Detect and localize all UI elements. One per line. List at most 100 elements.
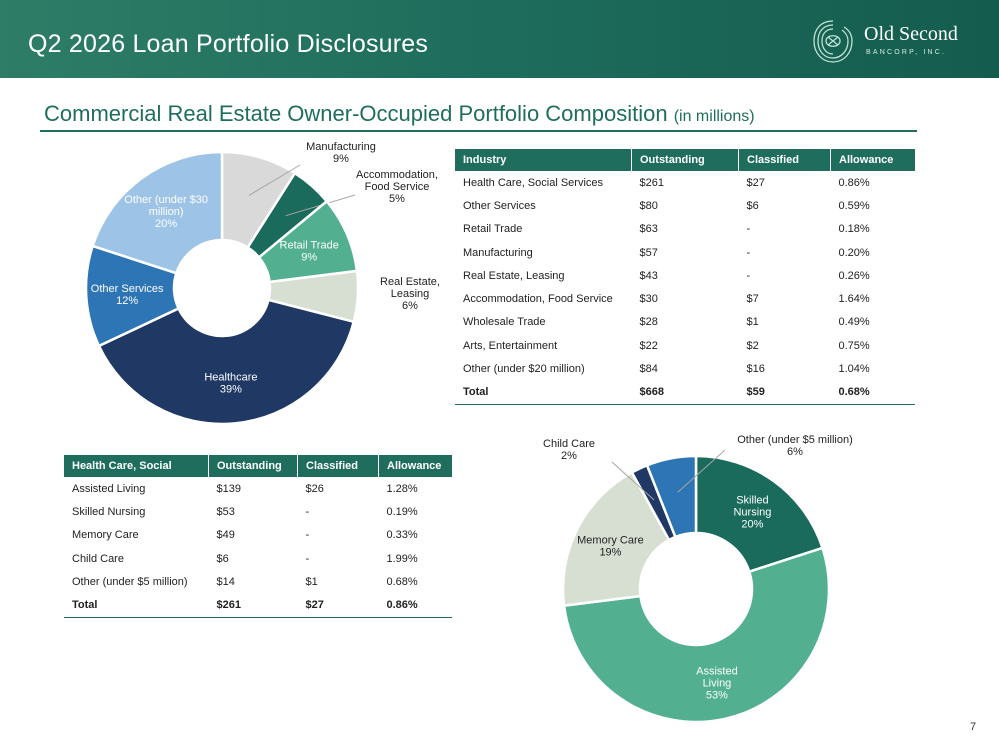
table-cell: - (746, 246, 751, 259)
total-row: Total $668 $59 0.68% (455, 380, 915, 405)
column-header: Classified (297, 455, 379, 477)
leader-line-manufacturing (248, 164, 301, 196)
table-cell: Other (under $5 million) (72, 575, 188, 588)
total-cell: $261 (208, 593, 298, 618)
page-title: Q2 2026 Loan Portfolio Disclosures (28, 30, 429, 58)
table-cell: 1.04% (838, 363, 870, 376)
section-title: Commercial Real Estate Owner-Occupied Po… (44, 101, 755, 127)
table-cell: $28 (639, 316, 658, 329)
table-cell: - (305, 529, 310, 542)
table-header-row: Health Care, Social Outstanding Classifi… (64, 455, 452, 477)
column-header: Outstanding (631, 149, 739, 171)
health-care-table: Health Care, Social Outstanding Classifi… (64, 455, 452, 618)
total-cell: Total (64, 593, 209, 618)
table-cell: $16 (746, 363, 765, 376)
table-row: Assisted Living $139 $26 1.28% (64, 477, 452, 500)
table-cell: 0.20% (838, 246, 870, 259)
slice-memory-care (561, 470, 671, 608)
table-cell: Real Estate, Leasing (463, 269, 565, 282)
slice-label-other-under-5-million: Other (under $5 million) 6% (737, 434, 853, 458)
column-header: Outstanding (208, 455, 298, 477)
slice-label-real-estate-leasing: Real Estate, Leasing 6% (380, 276, 440, 312)
table-cell: Child Care (72, 552, 124, 565)
table-row: Other (under $5 million) $14 $1 0.68% (64, 570, 452, 593)
slice-label-retail-trade: Retail Trade 9% (280, 239, 339, 263)
section-title-text: Commercial Real Estate Owner-Occupied Po… (44, 101, 668, 126)
slice-label-healthcare: Healthcare 39% (204, 372, 257, 396)
table-cell: Accommodation, Food Service (463, 293, 613, 306)
page-number: 7 (970, 721, 977, 733)
table-cell: 0.75% (838, 339, 870, 352)
table-cell: 0.68% (386, 575, 418, 588)
total-cell: Total (455, 380, 632, 405)
total-cell: 0.68% (830, 380, 915, 405)
section-divider (40, 130, 917, 132)
column-header: Industry (455, 149, 632, 171)
table-cell: 0.19% (386, 505, 418, 518)
table-row: Accommodation, Food Service $30 $7 1.64% (455, 287, 915, 310)
total-row: Total $261 $27 0.86% (64, 593, 452, 618)
table-cell: - (746, 269, 751, 282)
total-cell: $27 (297, 593, 379, 618)
table-cell: $27 (746, 176, 765, 189)
table-cell: $6 (746, 199, 759, 212)
table-cell: 0.26% (838, 269, 870, 282)
slice-label-memory-care: Memory Care 19% (577, 534, 644, 558)
header-banner: Q2 2026 Loan Portfolio Disclosures Old S… (0, 0, 999, 78)
slice-label-other-under-30-million: Other (under $30 million) 20% (124, 194, 208, 230)
table-cell: 0.33% (386, 529, 418, 542)
column-header: Classified (738, 149, 831, 171)
table-cell: $30 (639, 293, 658, 306)
table-cell: 0.86% (838, 176, 870, 189)
table-cell: 1.99% (386, 552, 418, 565)
table-cell: Other (under $20 million) (463, 363, 585, 376)
table-cell: $261 (639, 176, 664, 189)
table-cell: $49 (216, 529, 235, 542)
slice-label-accommodation-food-service: Accommodation, Food Service 5% (356, 169, 438, 205)
table-row: Manufacturing $57 - 0.20% (455, 241, 915, 264)
table-cell: $2 (746, 339, 759, 352)
total-cell: 0.86% (378, 593, 452, 618)
table-cell: Arts, Entertainment (463, 339, 558, 352)
table-cell: $139 (216, 482, 241, 495)
table-cell: $6 (216, 552, 229, 565)
slice-assisted-living (562, 546, 831, 724)
table-cell: $14 (216, 575, 235, 588)
table-cell: $53 (216, 505, 235, 518)
total-cell: $59 (738, 380, 831, 405)
table-cell: Health Care, Social Services (463, 176, 604, 189)
slice-label-other-services: Other Services 12% (91, 283, 164, 307)
total-cell: $668 (631, 380, 739, 405)
leader-line-child-care (611, 461, 655, 501)
column-header: Allowance (378, 455, 452, 477)
table-cell: $26 (305, 482, 324, 495)
table-header-row: Industry Outstanding Classified Allowanc… (455, 149, 915, 171)
table-row: Health Care, Social Services $261 $27 0.86% (455, 171, 915, 194)
table-cell: - (746, 223, 751, 236)
logo-mark-icon (813, 20, 853, 63)
slice-other-under-5-million (645, 454, 698, 539)
table-row: Retail Trade $63 - 0.18% (455, 218, 915, 241)
table-row: Child Care $6 - 1.99% (64, 547, 452, 570)
table-cell: Other Services (463, 199, 536, 212)
slice-healthcare (97, 298, 356, 426)
slice-label-assisted-living: Assisted Living 53% (696, 666, 738, 702)
table-cell: 0.49% (838, 316, 870, 329)
table-cell: Wholesale Trade (463, 316, 546, 329)
table-row: Memory Care $49 - 0.33% (64, 524, 452, 547)
table-cell: Skilled Nursing (72, 505, 146, 518)
table-cell: $43 (639, 269, 658, 282)
slice-label-child-care: Child Care 2% (543, 438, 595, 462)
slice-label-skilled-nursing: Skilled Nursing 20% (733, 494, 771, 530)
table-cell: $7 (746, 293, 759, 306)
table-cell: - (305, 552, 310, 565)
table-cell: Manufacturing (463, 246, 533, 259)
table-row: Skilled Nursing $53 - 0.19% (64, 500, 452, 523)
table-row: Other Services $80 $6 0.59% (455, 194, 915, 217)
logo-name: Old Second (864, 23, 958, 45)
table-cell: Assisted Living (72, 482, 146, 495)
table-row: Wholesale Trade $28 $1 0.49% (455, 311, 915, 334)
table-cell: 0.18% (838, 223, 870, 236)
column-header: Health Care, Social (64, 455, 209, 477)
